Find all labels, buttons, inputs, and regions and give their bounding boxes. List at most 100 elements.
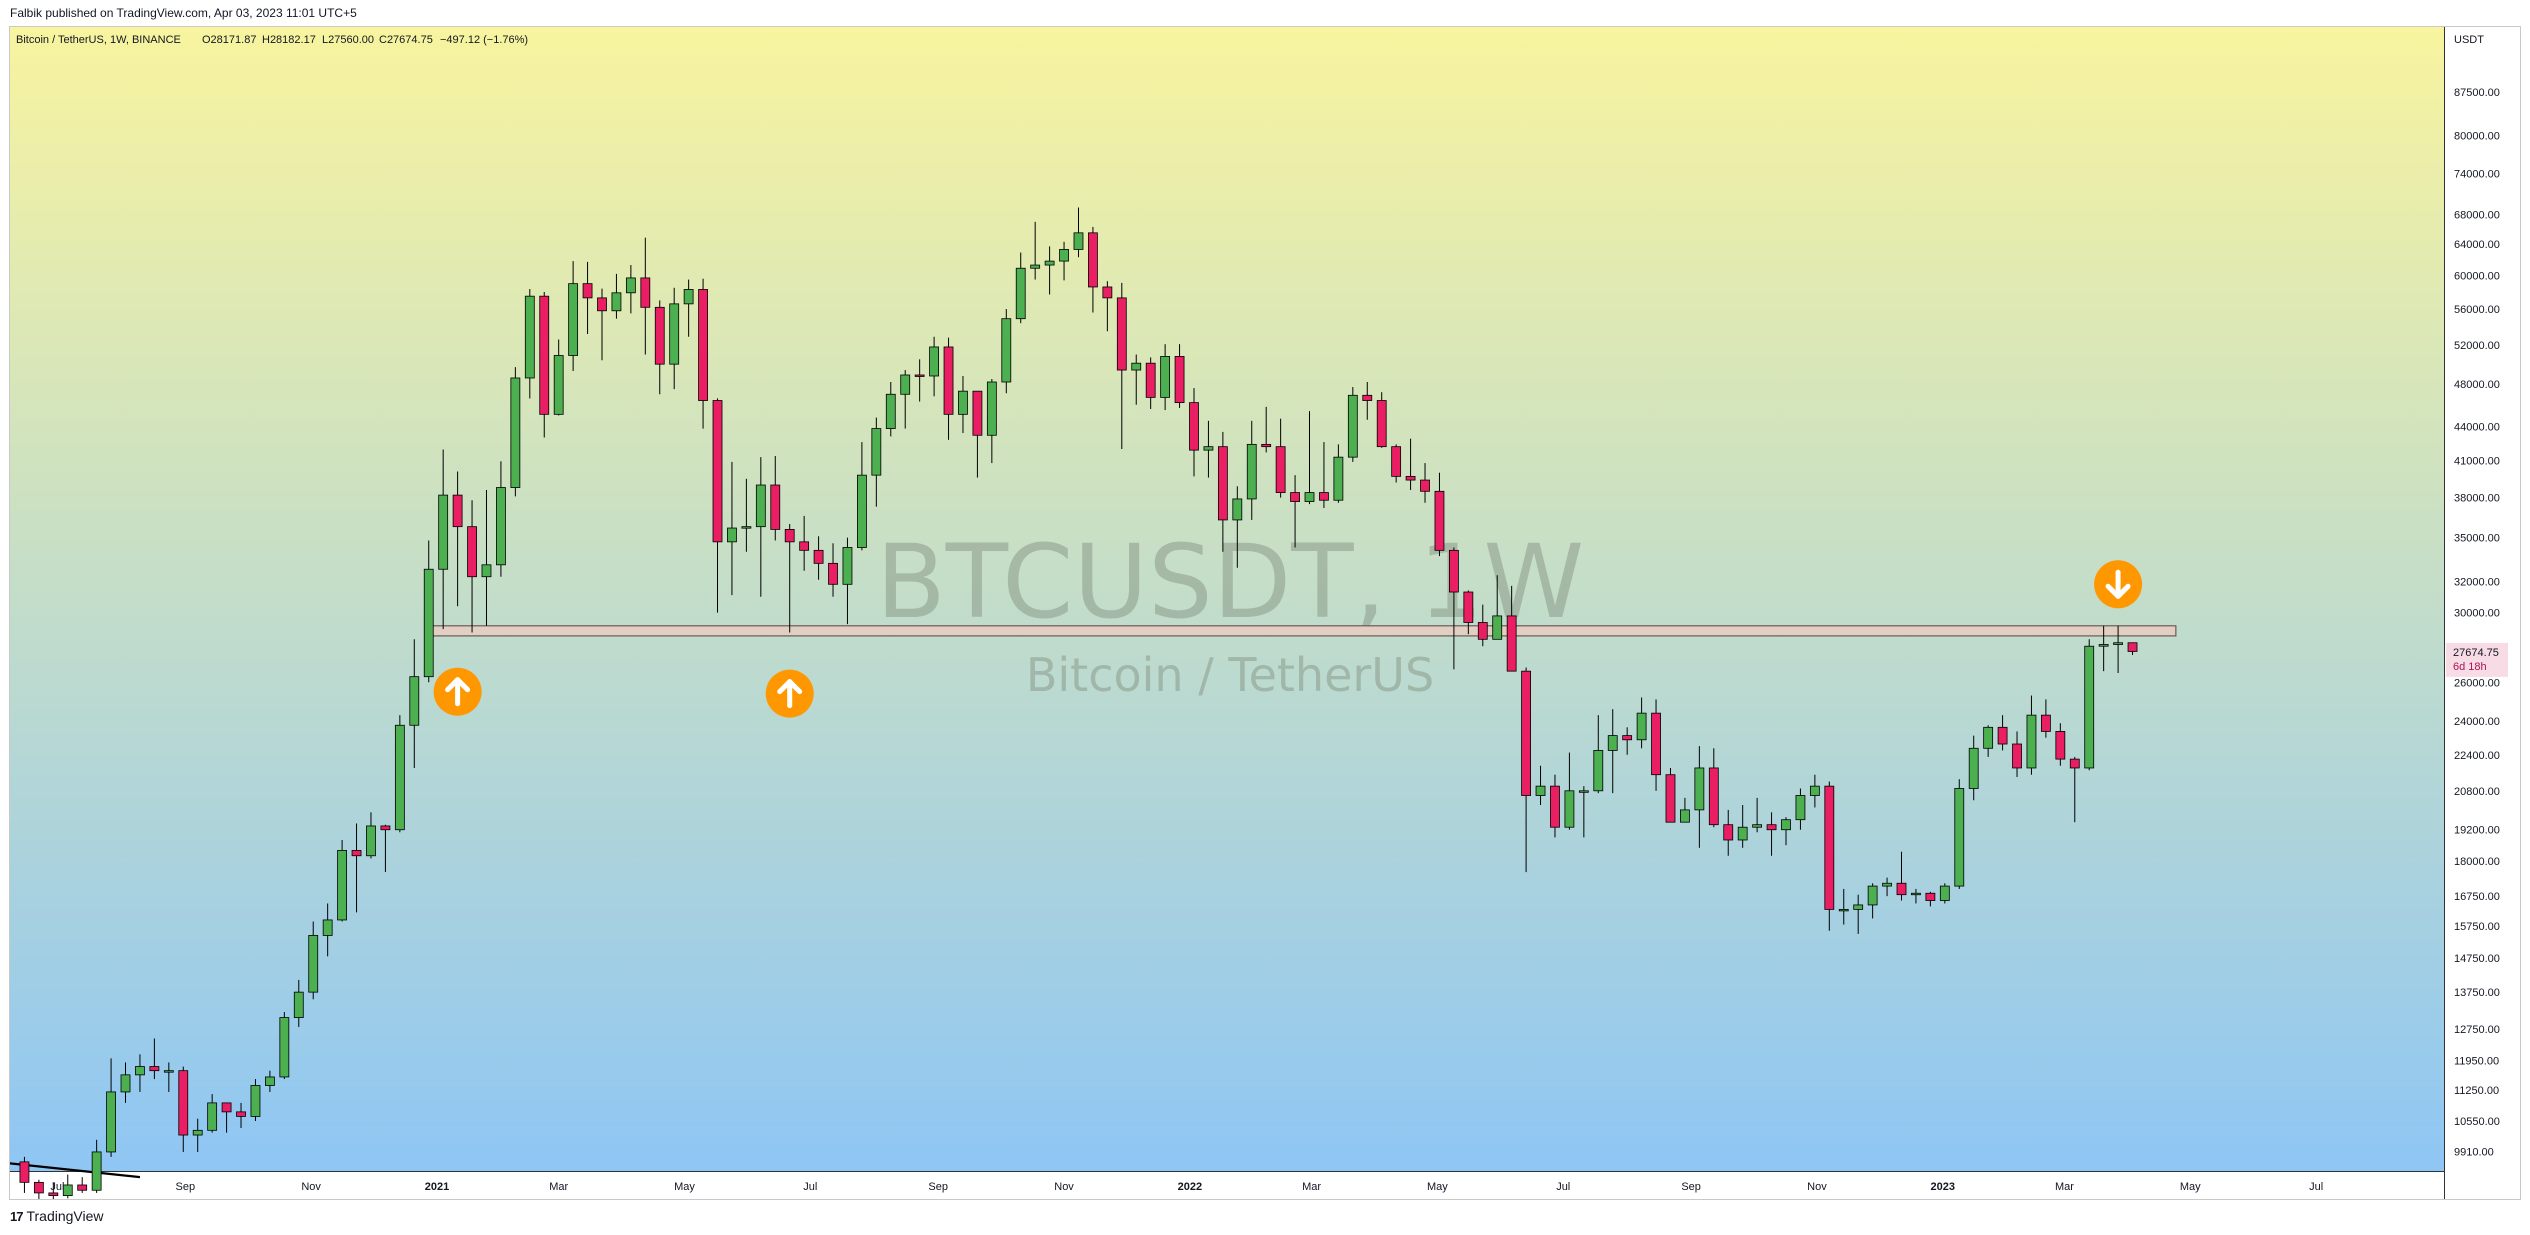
candle[interactable] — [1651, 699, 1661, 791]
candle[interactable] — [842, 537, 853, 625]
candle[interactable] — [712, 398, 723, 613]
candle[interactable] — [1564, 752, 1575, 830]
candle[interactable] — [481, 490, 492, 626]
candle[interactable] — [1723, 809, 1734, 856]
candle[interactable] — [1781, 817, 1791, 846]
candle[interactable] — [1333, 444, 1344, 503]
candle[interactable] — [322, 903, 333, 957]
candle[interactable] — [1882, 877, 1892, 897]
candle[interactable] — [2098, 625, 2109, 672]
candle[interactable] — [366, 812, 376, 859]
candle[interactable] — [1838, 888, 1849, 925]
candle[interactable] — [1983, 725, 1994, 757]
candle[interactable] — [813, 536, 824, 580]
arrow-up-icon[interactable] — [433, 667, 482, 716]
candle[interactable] — [1506, 585, 1517, 672]
candle[interactable] — [120, 1062, 131, 1103]
candle[interactable] — [914, 359, 925, 402]
candle[interactable] — [452, 471, 463, 607]
candle[interactable] — [1824, 781, 1835, 931]
candle[interactable] — [496, 461, 506, 577]
candle[interactable] — [1174, 344, 1185, 408]
candle[interactable] — [1809, 774, 1820, 808]
candle[interactable] — [1521, 667, 1531, 873]
candle[interactable] — [727, 461, 737, 596]
candle[interactable] — [1362, 382, 1373, 420]
candle[interactable] — [524, 289, 535, 399]
candle[interactable] — [1477, 604, 1488, 647]
candle[interactable] — [1694, 746, 1705, 848]
candle[interactable] — [467, 500, 477, 633]
candle[interactable] — [1145, 357, 1156, 409]
candle[interactable] — [1622, 727, 1633, 755]
candle[interactable] — [1030, 221, 1041, 280]
candle[interactable] — [1463, 590, 1474, 635]
chart-container[interactable]: BTCUSDT, 1W Bitcoin / TetherUS 87500.00 8… — [9, 26, 2521, 1200]
candle[interactable] — [1391, 444, 1402, 483]
candle[interactable] — [654, 300, 665, 395]
candle[interactable] — [972, 390, 983, 478]
candle[interactable] — [423, 540, 434, 683]
candle[interactable] — [1939, 883, 1950, 904]
candle[interactable] — [958, 375, 968, 434]
candle[interactable] — [192, 1118, 203, 1152]
candle[interactable] — [48, 1182, 59, 1199]
candle[interactable] — [1232, 486, 1243, 568]
candle[interactable] — [510, 367, 521, 497]
candle[interactable] — [1015, 252, 1026, 324]
candle[interactable] — [2055, 723, 2066, 766]
candle[interactable] — [1911, 888, 1921, 904]
candle[interactable] — [293, 979, 304, 1027]
candle[interactable] — [611, 273, 622, 319]
candle[interactable] — [1997, 715, 2008, 751]
candle[interactable] — [539, 291, 550, 438]
candle[interactable] — [1420, 463, 1430, 503]
price-axis-panel[interactable] — [2444, 27, 2520, 1172]
candle[interactable] — [1319, 442, 1329, 509]
candle[interactable] — [1925, 891, 1936, 907]
candle[interactable] — [683, 279, 694, 337]
candle[interactable] — [2113, 625, 2123, 673]
candle[interactable] — [1968, 735, 1979, 801]
candle[interactable] — [1059, 241, 1069, 281]
candle[interactable] — [1088, 226, 1098, 313]
support-resistance-zone[interactable] — [428, 625, 2177, 637]
candle[interactable] — [1189, 388, 1199, 477]
candle[interactable] — [337, 839, 347, 922]
candle[interactable] — [1665, 767, 1676, 823]
candle[interactable] — [799, 515, 810, 571]
candle[interactable] — [33, 1179, 44, 1199]
arrow-up-icon[interactable] — [765, 669, 814, 718]
candle[interactable] — [250, 1079, 261, 1122]
candle[interactable] — [1073, 207, 1084, 258]
candle[interactable] — [106, 1058, 116, 1157]
candle[interactable] — [1853, 894, 1864, 934]
candle[interactable] — [885, 382, 896, 437]
candle[interactable] — [943, 337, 954, 440]
candle[interactable] — [1261, 406, 1272, 453]
candle[interactable] — [1607, 709, 1618, 794]
candle[interactable] — [380, 824, 391, 873]
candle[interactable] — [1737, 805, 1748, 848]
candle[interactable] — [1593, 715, 1604, 794]
candle[interactable] — [77, 1177, 88, 1193]
candle[interactable] — [178, 1066, 189, 1152]
candle[interactable] — [900, 370, 911, 429]
candle[interactable] — [91, 1139, 102, 1193]
candle[interactable] — [236, 1102, 246, 1128]
candle[interactable] — [351, 823, 362, 913]
candle[interactable] — [2084, 639, 2095, 771]
price-chart[interactable]: BTCUSDT, 1W Bitcoin / TetherUS 87500.008… — [10, 27, 2520, 1199]
candle[interactable] — [62, 1174, 73, 1199]
candle[interactable] — [2026, 695, 2037, 775]
candle[interactable] — [1954, 779, 1965, 889]
candle[interactable] — [1246, 420, 1257, 520]
candle[interactable] — [2127, 642, 2138, 655]
candle[interactable] — [1203, 420, 1214, 478]
candle[interactable] — [2069, 756, 2080, 823]
candle[interactable] — [265, 1070, 275, 1092]
candle[interactable] — [857, 442, 867, 551]
candle[interactable] — [221, 1102, 232, 1133]
candle[interactable] — [1102, 281, 1113, 332]
candle[interactable] — [640, 237, 651, 355]
